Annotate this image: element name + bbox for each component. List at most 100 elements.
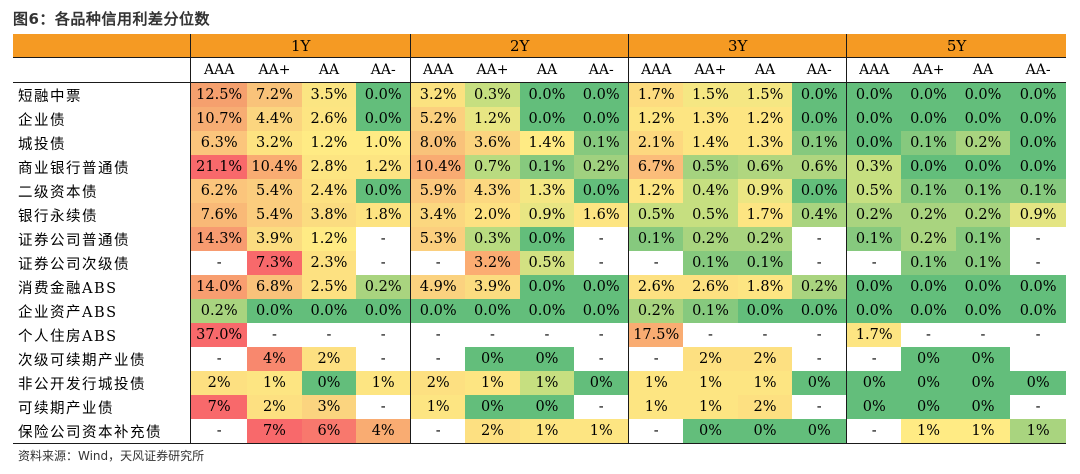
credit-spread-table-container: 1Y 2Y 3Y 5Y AAA AA+ AA AA- AAA AA+ AA AA- AAA AA+… — [13, 34, 1066, 444]
table-cell: 0.1% — [574, 131, 629, 155]
table-cell: 0.2% — [901, 203, 956, 227]
tenor-header-1y: 1Y — [190, 34, 411, 58]
table-cell: 0.6% — [792, 155, 847, 179]
rating-header-cell: AA- — [792, 57, 847, 83]
table-cell: - — [301, 323, 357, 347]
table-cell: 0.0% — [574, 299, 629, 323]
table-cell: 1.4% — [683, 131, 738, 155]
table-cell: 0.0% — [574, 82, 629, 107]
table-cell: 10.4% — [410, 155, 466, 179]
table-cell: 0.0% — [519, 227, 575, 251]
table-cell: 0.0% — [519, 107, 575, 131]
table-cell: 7.2% — [247, 82, 302, 107]
table-cell: 3.4% — [410, 203, 466, 227]
table-cell: 0.0% — [356, 82, 411, 107]
table-cell: 4.4% — [247, 107, 302, 131]
tenor-header-3y: 3Y — [628, 34, 847, 58]
table-cell: 2.8% — [301, 155, 357, 179]
table-cell: 2% — [247, 395, 302, 419]
table-cell: - — [410, 323, 466, 347]
table-cell: 0.2% — [356, 275, 411, 299]
table-cell: - — [955, 323, 1011, 347]
table-cell: 6.3% — [190, 131, 248, 155]
table-cell: 0.0% — [955, 107, 1011, 131]
rating-header-cell: AA — [955, 57, 1011, 83]
table-cell: 0% — [519, 347, 575, 371]
table-cell: 0.4% — [792, 203, 847, 227]
table-cell: - — [792, 251, 847, 275]
table-cell: - — [356, 227, 411, 251]
table-cell: - — [628, 419, 684, 444]
table-cell: 0% — [574, 371, 629, 395]
rating-header-cell: AA+ — [247, 57, 302, 83]
table-cell: 0.9% — [1010, 203, 1066, 227]
tenor-header-2y: 2Y — [410, 34, 629, 58]
table-cell: 0.0% — [901, 82, 956, 107]
table-cell: 0.3% — [846, 155, 902, 179]
table-cell: 3.8% — [301, 203, 357, 227]
table-cell: 0.0% — [1010, 107, 1066, 131]
table-cell: 6.7% — [628, 155, 684, 179]
table-cell: 0.0% — [955, 299, 1011, 323]
figure-title: 图6：各品种信用利差分位数 — [13, 10, 210, 28]
table-cell: 5.3% — [410, 227, 466, 251]
table-row: 个人住房ABS 37.0% - - - - - - -17.5% - - -1.7% - - - — [13, 323, 1066, 347]
rating-header-cell: AA- — [1010, 57, 1066, 83]
table-cell: 0.0% — [846, 82, 902, 107]
table-cell: - — [1010, 323, 1066, 347]
table-cell: 7.6% — [190, 203, 248, 227]
table-cell: 2% — [190, 371, 248, 395]
table-cell: 4.3% — [465, 179, 520, 203]
table-cell — [1010, 347, 1066, 371]
table-cell: 0.0% — [846, 275, 902, 299]
row-label: 消费金融ABS — [18, 280, 118, 297]
table-cell: - — [1010, 251, 1066, 275]
table-cell: 2.3% — [301, 251, 357, 275]
table-cell: - — [410, 419, 466, 444]
row-label: 次级可续期产业债 — [18, 352, 146, 369]
table-cell: 0.1% — [1010, 179, 1066, 203]
row-label: 保险公司资本补充债 — [13, 419, 191, 444]
table-cell: 0.0% — [356, 179, 411, 203]
table-cell: 0.1% — [955, 227, 1011, 251]
table-cell: 3.2% — [247, 131, 302, 155]
table-cell: 0.0% — [301, 299, 357, 323]
table-cell: 1% — [410, 395, 466, 419]
table-cell: 0% — [1010, 371, 1066, 395]
table-cell: 0.5% — [683, 155, 738, 179]
table-cell: 2.1% — [628, 131, 684, 155]
table-cell: 0.0% — [1010, 131, 1066, 155]
table-cell: - — [1010, 395, 1066, 419]
table-cell: 0% — [955, 371, 1011, 395]
table-cell: 6.2% — [190, 179, 248, 203]
table-row: 商业银行普通债 21.1% 10.4% 2.8% 1.2% 10.4% 0.7% 0.1% 0.… — [13, 155, 1066, 179]
table-cell: 0% — [955, 347, 1011, 371]
table-cell: 1.6% — [574, 203, 629, 227]
table-cell: - — [190, 251, 248, 275]
table-cell: 10.4% — [247, 155, 302, 179]
table-cell: - — [247, 323, 302, 347]
table-cell: 0% — [301, 371, 357, 395]
credit-spread-percentile-table: 1Y 2Y 3Y 5Y AAA AA+ AA AA- AAA AA+ AA AA- AAA AA+… — [13, 34, 1066, 444]
table-cell: 2% — [301, 347, 357, 371]
table-cell: 0.0% — [574, 107, 629, 131]
table-cell: 0.1% — [901, 179, 956, 203]
table-cell: 3.9% — [465, 275, 520, 299]
table-cell: 1% — [356, 371, 411, 395]
table-cell: 1.2% — [465, 107, 520, 131]
source-note: 资料来源：Wind，天风证券研究所 — [18, 449, 205, 463]
table-cell: 0.0% — [901, 155, 956, 179]
table-cell: 17.5% — [628, 323, 684, 347]
table-cell: 0.2% — [955, 203, 1011, 227]
rating-header-row: AAA AA+ AA AA- AAA AA+ AA AA- AAA AA+ AA AA- AAA AA+ A… — [13, 57, 1066, 83]
table-cell: 0.0% — [792, 299, 847, 323]
table-cell: 0.0% — [356, 107, 411, 131]
table-cell: 1% — [955, 419, 1011, 444]
table-cell: - — [356, 251, 411, 275]
table-cell: 21.1% — [190, 155, 248, 179]
table-row: 次级可续期产业债 -4% 2% - -0% 0% - -2% 2% - -0% 0% — [13, 347, 1066, 371]
table-cell: 0.0% — [901, 107, 956, 131]
table-cell: 0.1% — [901, 251, 956, 275]
table-cell: 0.0% — [792, 82, 847, 107]
table-cell: - — [901, 323, 956, 347]
